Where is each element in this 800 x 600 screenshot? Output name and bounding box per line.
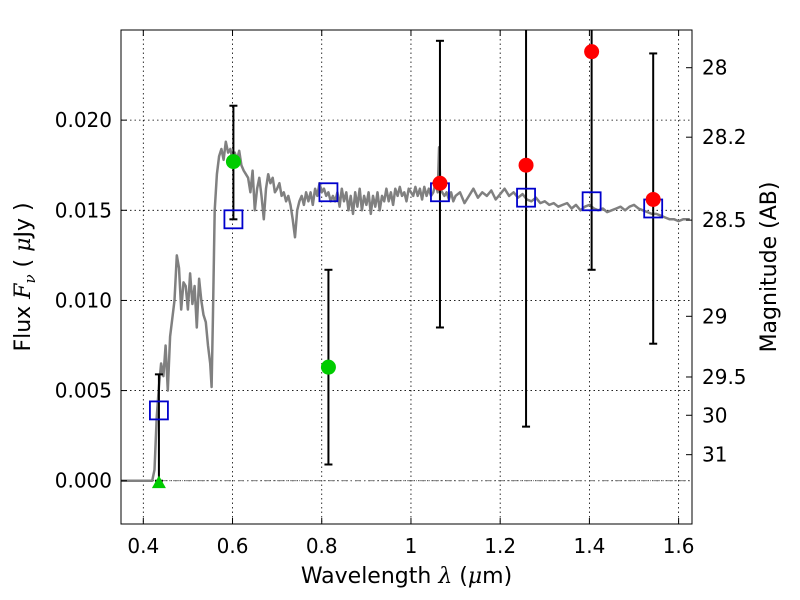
- photometry-point: [320, 359, 336, 375]
- y2-tick-label: 28.2: [702, 125, 747, 149]
- x-tick-label: 1.6: [663, 534, 695, 558]
- plot-frame: [120, 29, 693, 525]
- model-flux-square: [149, 400, 169, 421]
- x-tick-label: 0.8: [306, 534, 338, 558]
- model-flux-square: [318, 182, 339, 203]
- photometry-point: [584, 44, 600, 60]
- data-markers: [149, 44, 664, 489]
- model-spectrum: [121, 140, 690, 482]
- model-flux-square: [223, 209, 244, 230]
- x-tick-label: 0.6: [217, 534, 249, 558]
- upper-limit-triangle: [151, 475, 166, 489]
- y-tick-label: 0.005: [55, 379, 112, 403]
- model-spectrum-line: [121, 140, 690, 482]
- photometry-point: [518, 157, 534, 173]
- y-tick-label: 0.020: [55, 108, 112, 132]
- model-flux-square: [581, 191, 602, 212]
- x-tick-label: 1: [405, 534, 418, 558]
- grid-layer: [121, 30, 692, 524]
- x-tick-label: 1.4: [573, 534, 605, 558]
- error-bars: [154, 30, 658, 482]
- y-axis-label: Flux Fν ( μJy ): [11, 202, 39, 351]
- y2-tick-label: 28.5: [702, 208, 747, 232]
- photometry-point: [645, 191, 661, 207]
- y2-tick-label: 29.5: [702, 365, 747, 389]
- y2-tick-label: 29: [702, 304, 727, 328]
- y2-tick-label: 28: [702, 56, 727, 80]
- y2-axis-label: Magnitude (AB): [757, 182, 782, 353]
- x-tick-label: 1.2: [484, 534, 516, 558]
- y-tick-label: 0.000: [55, 469, 112, 493]
- y2-tick-label: 30: [702, 403, 727, 427]
- model-flux-square: [516, 187, 536, 208]
- x-axis-label: Wavelength λ (μm): [301, 564, 512, 589]
- photometry-point: [225, 154, 241, 170]
- y2-tick-label: 31: [702, 443, 727, 467]
- axis-ticks: 0.4 0.6 0.8 1 1.2 1.4 1.6 0.000 0.005 0.010 0.015 0…: [55, 30, 747, 558]
- photometry-point: [432, 175, 448, 191]
- y-tick-label: 0.015: [55, 198, 112, 222]
- y-tick-label: 0.010: [55, 288, 112, 312]
- x-tick-label: 0.4: [127, 534, 159, 558]
